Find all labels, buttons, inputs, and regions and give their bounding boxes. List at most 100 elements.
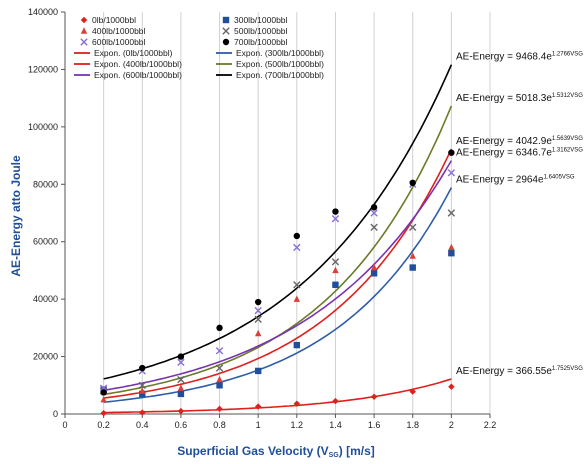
triangle-marker — [293, 295, 301, 302]
legend-label: 600lb/1000bbl — [92, 37, 146, 47]
triangle-marker — [216, 375, 223, 383]
x-marker — [138, 381, 146, 389]
diamond-marker — [177, 407, 185, 415]
trend-equation: AE-Energy = 9468.4e1.2766VSG — [456, 52, 583, 63]
diamond-marker — [293, 400, 301, 407]
y-tick-label: 0 — [53, 409, 58, 419]
legend: 0lb/1000bbl 300lb/1000bbl 400lb/1000bbl 500… — [74, 15, 324, 80]
x-axis-title: Superficial Gas Velocity (VSG) [m/s] — [177, 444, 375, 459]
vertical-gridlines — [103, 12, 491, 414]
triangle-marker — [448, 243, 455, 251]
y-tick-label: 140000 — [28, 7, 58, 17]
diamond-marker — [100, 409, 107, 417]
x-marker — [370, 223, 378, 232]
x-marker — [254, 315, 262, 323]
x-marker — [370, 209, 378, 217]
x-tick-label: 2.2 — [484, 420, 497, 430]
x-tick-label: 1.2 — [291, 420, 304, 430]
x-marker — [177, 375, 185, 384]
square-marker — [139, 390, 146, 398]
data-points — [99, 149, 456, 417]
x-tick-label: 1.4 — [329, 420, 342, 430]
y-axis-title: AE-Energy atto Joule — [9, 155, 23, 277]
circle-marker — [100, 389, 107, 396]
legend-label: Expon. (300lb/1000bbl) — [236, 48, 324, 58]
circle-marker — [139, 364, 146, 372]
x-tick-label: 1.8 — [406, 420, 419, 430]
y-tick-labels: 0 20000 40000 60000 80000 100000 120000 140000 — [28, 7, 58, 419]
y-tick-label: 100000 — [28, 122, 58, 132]
y-tick-label: 20000 — [33, 352, 58, 362]
legend-label: Expon. (600lb/1000bbl) — [94, 70, 182, 80]
triangle-marker — [177, 384, 185, 391]
diamond-marker — [370, 393, 378, 400]
diamond-marker — [139, 409, 146, 416]
triangle-marker — [139, 387, 146, 394]
triangle-marker — [80, 27, 88, 34]
diamond-marker — [80, 16, 88, 24]
x-tick-label: 0.4 — [136, 420, 149, 430]
x-marker — [222, 27, 230, 35]
x-marker — [215, 347, 224, 355]
trend-equation: AE-Energy = 2964e1.6405VSG — [456, 175, 575, 186]
x-marker — [447, 169, 456, 177]
trend-equations: AE-Energy = 366.55e1.7525VSG AE-Energy = … — [456, 52, 583, 377]
x-marker — [254, 306, 262, 315]
y-tick-label: 40000 — [33, 294, 58, 304]
diamond-marker — [216, 405, 223, 413]
trend-line — [103, 148, 453, 399]
circle-marker — [370, 204, 378, 211]
y-tick-label: 80000 — [33, 179, 58, 189]
x-tick-label: 0.6 — [175, 420, 188, 430]
square-marker — [409, 264, 416, 271]
x-marker — [331, 258, 340, 266]
square-marker — [332, 281, 339, 288]
square-marker — [448, 250, 455, 257]
trend-equation: AE-Energy = 5018.3e1.5312VSG — [456, 93, 583, 104]
circle-marker — [222, 38, 230, 46]
legend-label: 400lb/1000bbl — [92, 26, 146, 36]
trend-equation: AE-Energy = 6346.7e1.3162VSG — [456, 148, 583, 159]
x-marker — [215, 364, 224, 372]
diamond-marker — [254, 403, 262, 410]
diamond-marker — [409, 388, 416, 395]
x-marker — [409, 223, 417, 232]
square-marker — [293, 341, 301, 349]
diamond-marker — [332, 397, 339, 405]
trend-line — [103, 160, 453, 392]
square-marker — [254, 367, 262, 375]
circle-marker — [332, 208, 339, 215]
x-tick-label: 2 — [449, 420, 454, 430]
x-tick-label: 1.6 — [368, 420, 381, 430]
circle-marker — [448, 149, 455, 156]
trend-line — [103, 187, 453, 403]
square-marker — [370, 270, 378, 277]
trend-line — [103, 378, 452, 414]
legend-label: Expon. (700lb/1000bbl) — [236, 70, 324, 80]
y-tick-label: 120000 — [28, 64, 58, 74]
x-marker — [80, 38, 88, 46]
circle-marker — [177, 353, 185, 360]
x-tick-label: 0.2 — [97, 420, 110, 430]
legend-label: Expon. (400lb/1000bbl) — [94, 59, 182, 69]
trend-line — [103, 105, 453, 396]
x-tick-label: 0 — [62, 420, 67, 430]
diamond-marker — [448, 383, 455, 390]
triangle-marker — [409, 252, 416, 259]
trend-equation: AE-Energy = 366.55e1.7525VSG — [456, 366, 583, 377]
y-tick-label: 60000 — [33, 237, 58, 247]
triangle-marker — [332, 266, 339, 274]
legend-label: Expon. (0lb/1000bbl) — [94, 48, 173, 58]
x-marker — [293, 281, 301, 289]
x-marker — [331, 215, 340, 223]
x-tick-label: 1 — [256, 420, 261, 430]
circle-marker — [254, 298, 262, 306]
triangle-marker — [254, 329, 262, 337]
square-marker — [177, 390, 185, 398]
trend-equation: AE-Energy = 4042.9e1.5639VSG — [456, 136, 583, 147]
circle-marker — [409, 179, 416, 187]
circle-marker — [216, 324, 223, 332]
triangle-marker — [370, 263, 378, 271]
square-marker — [216, 382, 223, 389]
